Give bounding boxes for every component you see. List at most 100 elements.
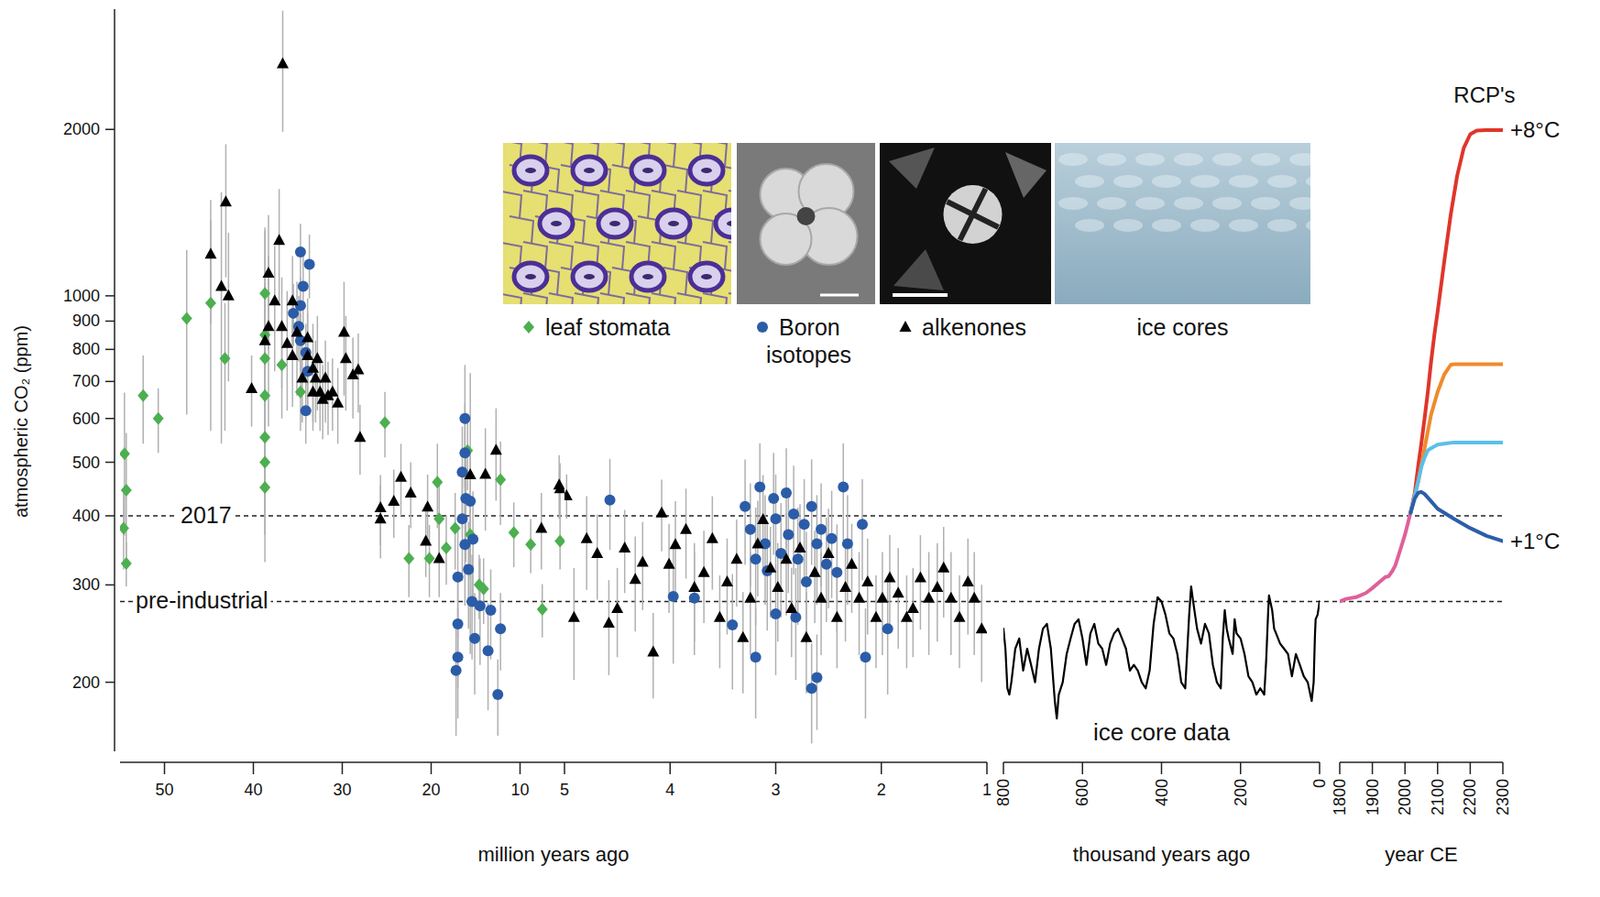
error-bar xyxy=(469,372,472,655)
photo-pore xyxy=(701,167,713,174)
data-point xyxy=(853,591,866,603)
series-end-label: +8°C xyxy=(1510,117,1560,143)
y-tick-label: 300 xyxy=(72,575,100,594)
data-point xyxy=(706,532,719,544)
data-point xyxy=(421,500,434,512)
data-point xyxy=(591,547,603,559)
error-bar xyxy=(608,580,611,676)
data-point xyxy=(792,553,804,565)
error-bar xyxy=(820,551,822,655)
error-bar xyxy=(273,246,276,373)
x-tick xyxy=(430,762,433,775)
data-point xyxy=(484,604,496,616)
data-point xyxy=(259,389,271,403)
photo-bg xyxy=(503,142,732,305)
data-point xyxy=(374,501,387,513)
data-point xyxy=(379,416,391,429)
data-point xyxy=(431,475,443,489)
photo-scale xyxy=(820,294,859,297)
data-point xyxy=(688,580,701,592)
photo-cell xyxy=(677,293,702,305)
photo-cell xyxy=(503,190,522,219)
photo xyxy=(1054,142,1311,305)
error-bar xyxy=(634,536,636,633)
data-point xyxy=(452,651,464,663)
x-tick-label: 40 xyxy=(243,780,263,800)
data-point xyxy=(869,611,882,623)
photo-pore xyxy=(609,220,621,227)
reference-label: 2017 xyxy=(180,502,232,528)
data-point xyxy=(490,443,503,455)
data-point xyxy=(668,591,680,603)
data-point xyxy=(219,195,232,207)
error-bar xyxy=(742,591,745,693)
data-point xyxy=(222,289,235,301)
data-point xyxy=(780,552,793,564)
error-bar xyxy=(844,543,847,642)
data-point xyxy=(120,483,132,497)
error-bar xyxy=(865,608,867,719)
data-point xyxy=(810,671,822,683)
error-bar xyxy=(755,507,757,625)
y-tick xyxy=(105,515,115,517)
photo-cell xyxy=(509,216,534,244)
data-point xyxy=(295,385,307,399)
data-point xyxy=(205,296,217,310)
data-point xyxy=(536,602,548,616)
y-tick-label: 1000 xyxy=(63,286,100,306)
plot-area xyxy=(120,10,565,736)
photo-cell xyxy=(663,267,688,296)
reference-label: pre-industrial xyxy=(135,587,269,614)
error-bar xyxy=(674,501,677,598)
photo-texture xyxy=(1190,219,1220,232)
data-point xyxy=(750,651,762,663)
photo-texture xyxy=(1305,175,1311,188)
photo-texture xyxy=(1058,153,1088,166)
error-bar xyxy=(799,504,801,602)
plot-area xyxy=(1003,586,1320,719)
data-point xyxy=(452,571,464,583)
data-point xyxy=(837,482,849,494)
photo-texture xyxy=(1190,175,1220,188)
data-point xyxy=(815,524,827,536)
x-tick xyxy=(1318,762,1321,775)
data-point xyxy=(339,351,352,363)
photo-stoma xyxy=(690,156,724,185)
x-tick-label: 10 xyxy=(510,780,529,800)
data-point xyxy=(669,537,682,549)
data-point xyxy=(297,281,309,293)
data-point xyxy=(745,524,757,536)
x-tick xyxy=(1436,762,1439,775)
y-tick xyxy=(105,584,115,587)
x-tick-label: 1900 xyxy=(1363,778,1382,816)
photo-crystal xyxy=(888,147,935,189)
x-tick-label: 1 xyxy=(982,780,992,800)
photo-coccolith xyxy=(943,185,1003,244)
data-point xyxy=(479,467,492,479)
photo-cell xyxy=(663,164,688,193)
data-point xyxy=(876,591,888,603)
x-tick xyxy=(880,762,883,775)
data-point xyxy=(782,528,794,540)
data-point xyxy=(306,385,319,397)
photo-texture xyxy=(1135,197,1165,210)
error-bar xyxy=(816,494,819,605)
data-point xyxy=(181,312,193,326)
data-point xyxy=(611,602,624,614)
error-bar xyxy=(810,459,813,565)
y-tick-label: 600 xyxy=(72,409,100,428)
data-point xyxy=(492,689,504,701)
error-bar xyxy=(788,487,790,593)
photo-bg xyxy=(736,142,876,305)
data-point xyxy=(713,611,726,623)
data-point xyxy=(440,541,452,555)
data-point xyxy=(975,622,987,634)
label-patch xyxy=(177,502,235,528)
photo-pore xyxy=(668,220,680,227)
data-point xyxy=(800,631,812,643)
error-bar xyxy=(286,291,289,411)
y-tick-label: 900 xyxy=(72,311,100,330)
photo-texture xyxy=(1135,153,1165,166)
error-bar xyxy=(461,469,464,581)
photo-cell xyxy=(728,241,732,270)
